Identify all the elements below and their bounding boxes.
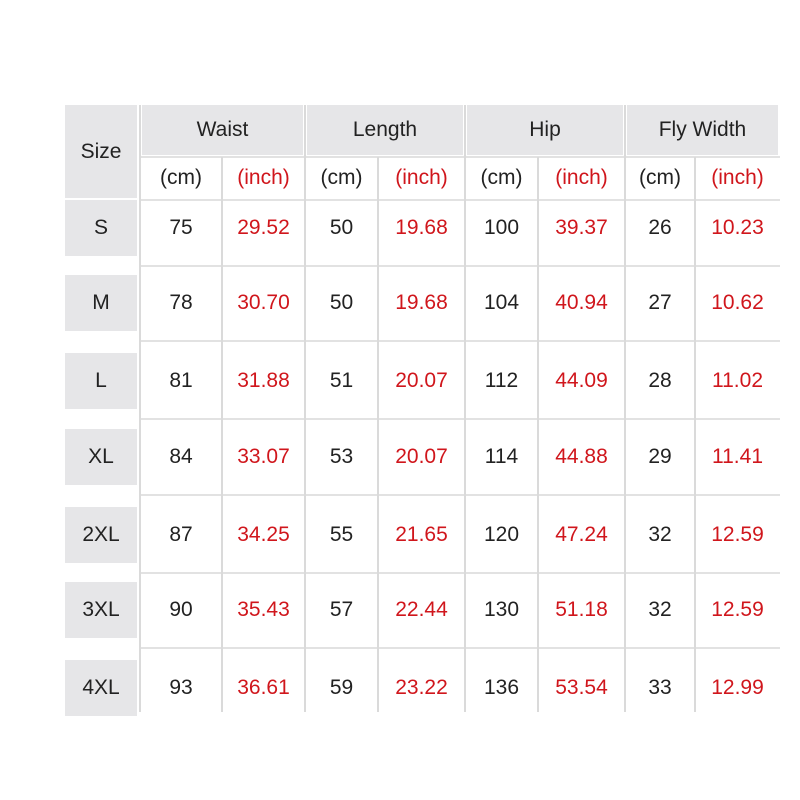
row-divider <box>140 494 780 496</box>
column-divider <box>221 157 223 712</box>
unit-header: (inch) <box>237 166 290 189</box>
unit-header: (cm) <box>480 166 523 189</box>
inch-value: 19.68 <box>395 216 448 239</box>
cm-value: 114 <box>484 445 519 468</box>
cm-value: 81 <box>169 369 193 392</box>
inch-value: 40.94 <box>555 291 608 314</box>
column-divider <box>377 157 379 712</box>
cm-value: 27 <box>648 291 672 314</box>
inch-value: 53.54 <box>555 676 608 699</box>
inch-value: 30.70 <box>237 291 290 314</box>
size-label: L <box>65 353 137 409</box>
unit-header: (cm) <box>160 166 202 189</box>
inch-value: 11.02 <box>712 369 763 392</box>
cm-value: 75 <box>169 216 193 239</box>
inch-value: 12.59 <box>711 598 764 621</box>
inch-value: 44.88 <box>555 445 608 468</box>
inch-value: 21.65 <box>395 523 448 546</box>
cm-value: 26 <box>648 216 672 239</box>
inch-value: 23.22 <box>395 676 448 699</box>
cm-value: 87 <box>169 523 193 546</box>
inch-value: 20.07 <box>395 369 448 392</box>
cm-value: 32 <box>648 523 672 546</box>
column-divider <box>537 157 539 712</box>
cm-value: 90 <box>169 598 193 621</box>
cm-value: 130 <box>483 598 520 621</box>
cm-value: 50 <box>329 291 354 314</box>
group-header: Length <box>307 105 463 155</box>
column-divider <box>464 105 466 712</box>
inch-value: 44.09 <box>555 369 608 392</box>
divider <box>140 156 780 158</box>
cm-value: 28 <box>648 369 672 392</box>
cm-value: 55 <box>329 523 354 546</box>
row-divider <box>140 340 780 342</box>
group-header: Hip <box>467 105 623 155</box>
unit-header: (inch) <box>711 166 764 189</box>
cm-value: 93 <box>169 676 193 699</box>
cm-value: 120 <box>483 523 520 546</box>
size-label: XL <box>65 429 137 485</box>
unit-header: (inch) <box>395 166 448 189</box>
size-label: M <box>65 275 137 331</box>
cm-value: 78 <box>169 291 193 314</box>
inch-value: 33.07 <box>237 445 290 468</box>
cm-value: 59 <box>329 676 354 699</box>
cm-value: 53 <box>329 445 354 468</box>
unit-header: (cm) <box>639 166 681 189</box>
row-divider <box>140 647 780 649</box>
group-header: Waist <box>142 105 303 155</box>
cm-value: 32 <box>648 598 672 621</box>
row-divider <box>140 418 780 420</box>
inch-value: 35.43 <box>237 598 290 621</box>
unit-header: (inch) <box>555 166 608 189</box>
size-label: 3XL <box>65 582 137 638</box>
group-header: Fly Width <box>627 105 778 155</box>
row-divider <box>140 572 780 574</box>
size-label: S <box>65 200 137 256</box>
cm-value: 100 <box>483 216 520 239</box>
cm-value: 33 <box>648 676 672 699</box>
inch-value: 10.62 <box>711 291 764 314</box>
inch-value: 12.59 <box>711 523 764 546</box>
cm-value: 51 <box>329 369 354 392</box>
column-divider <box>624 105 626 712</box>
inch-value: 51.18 <box>555 598 608 621</box>
inch-value: 11.41 <box>712 445 763 468</box>
column-divider <box>694 157 696 712</box>
inch-value: 19.68 <box>395 291 448 314</box>
inch-value: 29.52 <box>237 216 290 239</box>
cm-value: 57 <box>329 598 354 621</box>
cm-value: 50 <box>329 216 354 239</box>
row-divider <box>140 265 780 267</box>
inch-value: 47.24 <box>555 523 608 546</box>
cm-value: 84 <box>169 445 193 468</box>
divider <box>140 199 780 201</box>
cm-value: 104 <box>483 291 520 314</box>
unit-header: (cm) <box>320 166 363 189</box>
cm-value: 136 <box>483 676 520 699</box>
inch-value: 34.25 <box>237 523 290 546</box>
cm-value: 29 <box>648 445 672 468</box>
inch-value: 12.99 <box>711 676 764 699</box>
column-divider <box>139 105 141 712</box>
column-divider <box>304 105 306 712</box>
inch-value: 39.37 <box>555 216 608 239</box>
size-header: Size <box>65 105 137 198</box>
inch-value: 10.23 <box>711 216 764 239</box>
size-label: 2XL <box>65 507 137 563</box>
cm-value: 112 <box>484 369 519 392</box>
inch-value: 20.07 <box>395 445 448 468</box>
inch-value: 22.44 <box>395 598 448 621</box>
inch-value: 31.88 <box>237 369 290 392</box>
inch-value: 36.61 <box>237 676 290 699</box>
size-label: 4XL <box>65 660 137 716</box>
